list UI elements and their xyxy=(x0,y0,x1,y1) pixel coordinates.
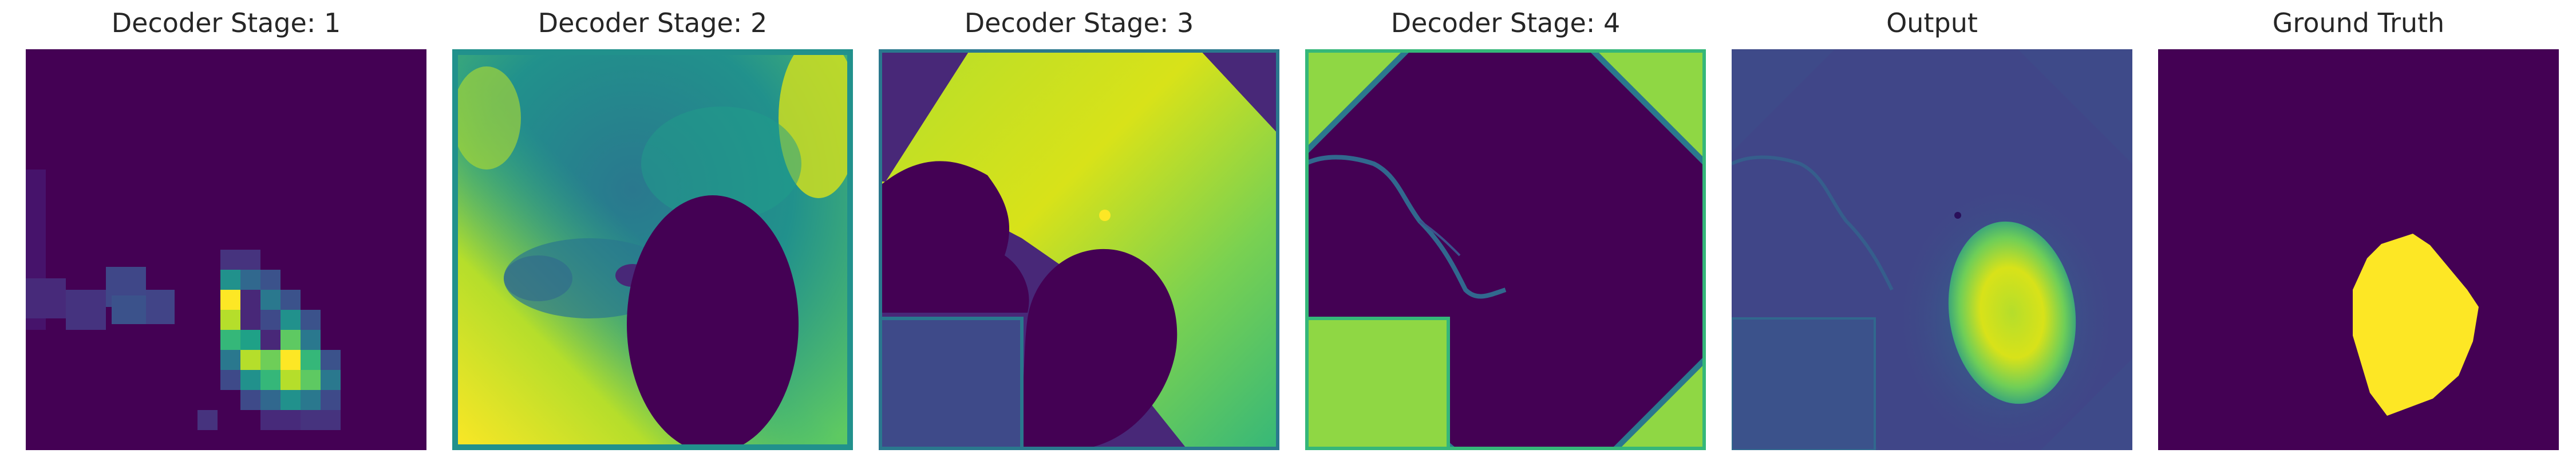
decoder-stage-4-heatmap xyxy=(1305,49,1706,450)
decoder-stage-2-heatmap xyxy=(452,49,853,450)
output-heatmap xyxy=(1732,49,2132,450)
panel-title: Ground Truth xyxy=(2272,7,2445,38)
panel-title: Decoder Stage: 3 xyxy=(964,7,1194,38)
panel-title: Decoder Stage: 4 xyxy=(1390,7,1621,38)
panel-decoder-stage-3: Decoder Stage: 3 xyxy=(879,0,1279,461)
panel-output: Output xyxy=(1732,0,2132,461)
panel-title: Decoder Stage: 1 xyxy=(111,7,341,38)
panel-decoder-stage-2: Decoder Stage: 2 xyxy=(452,0,853,461)
panel-decoder-stage-4: Decoder Stage: 4 xyxy=(1305,0,1706,461)
decoder-stage-1-heatmap xyxy=(26,49,426,450)
ground-truth-mask xyxy=(2158,49,2559,450)
panel-title: Decoder Stage: 2 xyxy=(538,7,768,38)
panel-ground-truth: Ground Truth xyxy=(2158,0,2559,461)
decoder-stage-3-heatmap xyxy=(879,49,1279,450)
panel-title: Output xyxy=(1886,7,1978,38)
panel-decoder-stage-1: Decoder Stage: 1 xyxy=(26,0,426,461)
